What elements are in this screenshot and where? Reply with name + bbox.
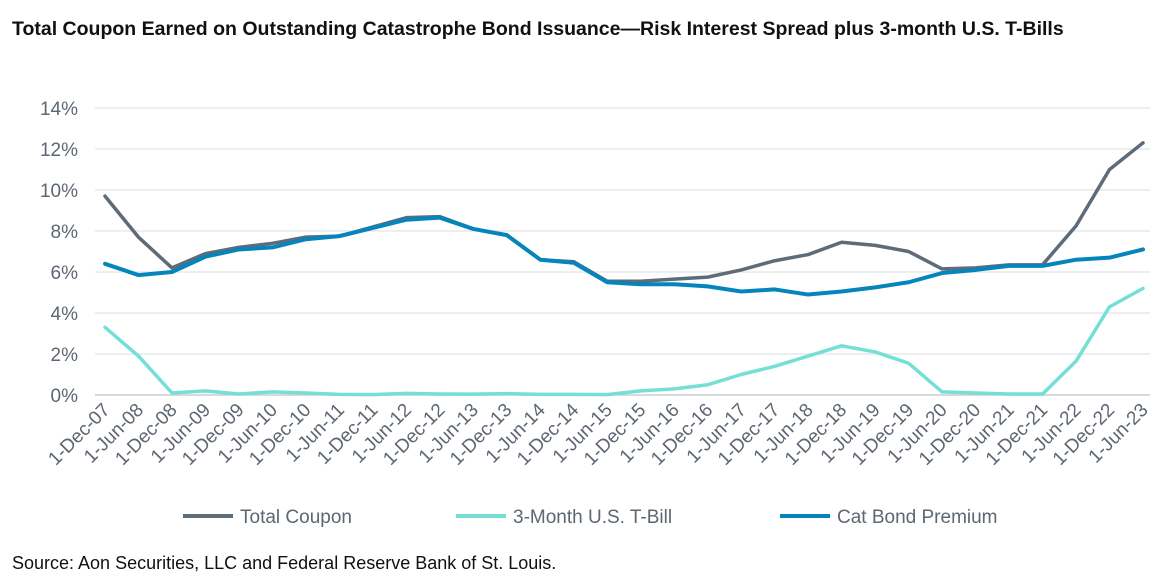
source-note: Source: Aon Securities, LLC and Federal …: [12, 553, 557, 573]
chart-title: Total Coupon Earned on Outstanding Catas…: [12, 18, 1064, 40]
y-tick-label: 12%: [40, 140, 78, 161]
legend-label: Cat Bond Premium: [837, 507, 998, 528]
y-tick-label: 2%: [51, 345, 79, 366]
y-tick-label: 14%: [40, 99, 78, 120]
legend-label: Total Coupon: [240, 507, 352, 528]
series-line-total-coupon: [103, 141, 1145, 283]
series-line-cat-bond-premium: [103, 215, 1145, 297]
y-tick-label: 4%: [51, 304, 79, 325]
y-tick-label: 10%: [40, 181, 78, 202]
series-line-3-month-u-s-t-bill: [103, 286, 1145, 397]
y-tick-label: 8%: [51, 222, 79, 243]
legend-label: 3-Month U.S. T-Bill: [513, 507, 672, 528]
y-tick-label: 6%: [51, 263, 79, 284]
y-tick-label: 0%: [51, 386, 79, 407]
